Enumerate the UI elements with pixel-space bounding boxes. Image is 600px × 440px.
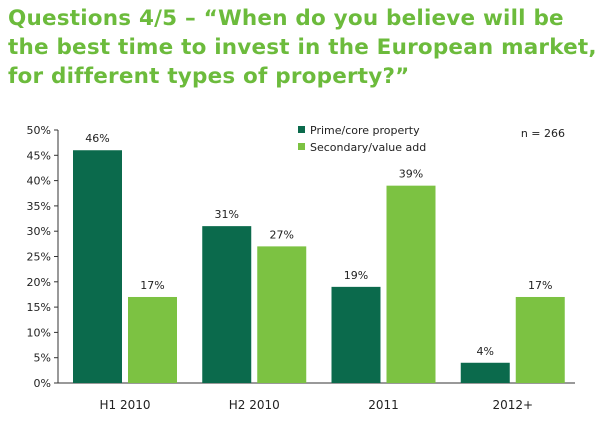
y-tick-label: 5% — [34, 352, 51, 365]
y-tick-label: 10% — [27, 326, 51, 339]
bar-prime — [202, 226, 252, 383]
y-tick-label: 20% — [27, 276, 51, 289]
data-label: 17% — [140, 279, 164, 292]
legend-swatch — [298, 126, 305, 133]
bar-prime — [73, 150, 122, 383]
bar-secondary — [257, 246, 307, 383]
data-label: 19% — [344, 269, 368, 282]
legend-label: Secondary/value add — [310, 141, 426, 154]
data-label: 46% — [85, 132, 109, 145]
chart-title: Questions 4/5 – “When do you believe wil… — [8, 6, 597, 89]
data-label: 17% — [528, 279, 552, 292]
y-tick-label: 50% — [27, 124, 51, 137]
bar-secondary — [515, 296, 565, 383]
x-tick-label: H1 2010 — [99, 398, 150, 412]
x-tick-label: H2 2010 — [229, 398, 280, 412]
data-label: 31% — [215, 208, 239, 221]
data-label: 27% — [270, 228, 294, 241]
data-label: 4% — [477, 345, 494, 358]
legend-label: Prime/core property — [310, 124, 420, 137]
y-tick-label: 40% — [27, 175, 51, 188]
y-tick-label: 25% — [27, 251, 51, 264]
y-tick-label: 35% — [27, 200, 51, 213]
bar-prime — [331, 286, 381, 383]
y-tick-label: 15% — [27, 301, 51, 314]
data-label: 39% — [399, 168, 423, 181]
legend-swatch — [298, 143, 305, 150]
y-tick-label: 45% — [27, 149, 51, 162]
sample-size-annotation: n = 266 — [521, 127, 565, 140]
y-tick-label: 30% — [27, 225, 51, 238]
x-tick-label: 2011 — [368, 398, 399, 412]
bar-prime — [460, 362, 510, 383]
y-tick-label: 0% — [34, 377, 51, 390]
bar-secondary — [386, 185, 436, 383]
x-tick-label: 2012+ — [492, 398, 533, 412]
bar-secondary — [128, 296, 177, 383]
